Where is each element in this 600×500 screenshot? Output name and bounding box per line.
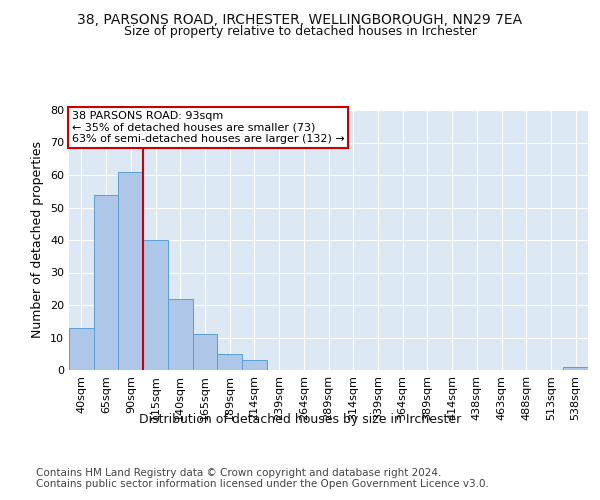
Text: 38 PARSONS ROAD: 93sqm
← 35% of detached houses are smaller (73)
63% of semi-det: 38 PARSONS ROAD: 93sqm ← 35% of detached… [71,112,344,144]
Text: Size of property relative to detached houses in Irchester: Size of property relative to detached ho… [124,25,476,38]
Bar [563,367,588,370]
Bar [69,328,94,370]
Bar [143,240,168,370]
Text: Contains HM Land Registry data © Crown copyright and database right 2024.
Contai: Contains HM Land Registry data © Crown c… [36,468,489,489]
Text: 38, PARSONS ROAD, IRCHESTER, WELLINGBOROUGH, NN29 7EA: 38, PARSONS ROAD, IRCHESTER, WELLINGBORO… [77,12,523,26]
Bar [217,354,242,370]
Bar [193,334,217,370]
Y-axis label: Number of detached properties: Number of detached properties [31,142,44,338]
Text: Distribution of detached houses by size in Irchester: Distribution of detached houses by size … [139,412,461,426]
Bar [118,172,143,370]
Bar [94,194,118,370]
Bar [168,298,193,370]
Bar [242,360,267,370]
